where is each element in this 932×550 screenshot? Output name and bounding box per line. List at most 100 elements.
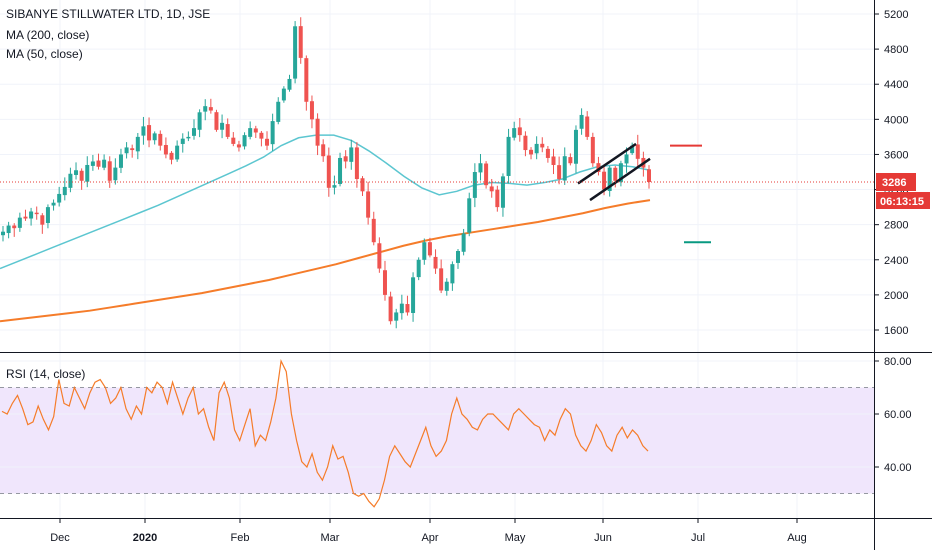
candle-body: [186, 136, 191, 139]
rsi-legend[interactable]: RSI (14, close): [6, 367, 86, 381]
time-tick-label: Apr: [421, 532, 438, 544]
rsi-tick-label: 40.00: [884, 462, 912, 474]
symbol-title: SIBANYE STILLWATER LTD, 1D, JSE: [6, 7, 211, 21]
price-tick-label: 2000: [884, 290, 908, 302]
time-tick-label: Aug: [787, 532, 807, 544]
candle-body: [512, 128, 517, 138]
candle-body: [79, 170, 84, 181]
candle-body: [630, 145, 635, 154]
candle-body: [495, 189, 500, 208]
candle-body: [57, 193, 62, 203]
candle-body: [349, 147, 354, 162]
candle-body: [208, 107, 213, 111]
candle-body: [135, 136, 140, 152]
candle-body: [253, 128, 258, 133]
candle-body: [124, 147, 129, 154]
candle-body: [624, 154, 629, 164]
candle-body: [635, 144, 640, 159]
candle-body: [433, 256, 438, 269]
candle-body: [506, 136, 511, 176]
candle-body: [366, 191, 371, 218]
candle-body: [439, 268, 444, 291]
candle-body: [225, 124, 230, 137]
candle-body: [579, 114, 584, 129]
time-tick-label: Jul: [691, 532, 705, 544]
price-tick-label: 1600: [884, 325, 908, 337]
candle-body: [118, 154, 123, 168]
candle-body: [74, 170, 79, 175]
candle-body: [394, 312, 399, 321]
candle-body: [231, 137, 236, 144]
candle-body: [321, 144, 326, 157]
candle-body: [281, 88, 286, 101]
candle-body: [338, 157, 343, 185]
price-tick-label: 4400: [884, 79, 908, 91]
rsi-tick-label: 60.00: [884, 409, 912, 421]
candle-body: [500, 176, 505, 208]
candle-body: [377, 243, 382, 269]
candle-body: [248, 128, 253, 137]
candle-body: [265, 138, 270, 146]
candle-body: [163, 145, 168, 155]
candle-body: [489, 186, 494, 192]
candle-body: [613, 167, 618, 181]
ma200-legend[interactable]: MA (200, close): [6, 28, 90, 42]
rsi-line: [1, 358, 649, 508]
time-tick-label: Dec: [50, 532, 70, 544]
candle-body: [214, 112, 219, 130]
candle-body: [382, 270, 387, 295]
time-tick-label: Feb: [231, 532, 250, 544]
candle-body: [203, 106, 208, 112]
candle-body: [293, 26, 298, 79]
candle-body: [343, 156, 348, 162]
time-tick-label: Jun: [594, 532, 612, 544]
candle-body: [523, 135, 528, 151]
candle-body: [484, 163, 489, 186]
price-tick-label: 4000: [884, 114, 908, 126]
candle-body: [326, 155, 331, 188]
price-tick-label: 4800: [884, 44, 908, 56]
candle-body: [1, 231, 5, 236]
candle-body: [107, 161, 112, 181]
candle-body: [298, 26, 303, 58]
candle-body: [12, 225, 17, 229]
candle-body: [29, 211, 34, 219]
candle-body: [276, 101, 281, 122]
countdown-label: 06:13:15: [880, 196, 924, 208]
candle-body: [371, 218, 376, 243]
candle-body: [545, 148, 550, 158]
candle-body: [354, 147, 359, 180]
candle-body: [411, 277, 416, 313]
candle-body: [360, 178, 365, 192]
candle-body: [427, 242, 432, 256]
candle-body: [467, 198, 472, 233]
candle-body: [444, 281, 449, 291]
candle-body: [562, 156, 567, 181]
candle-body: [461, 233, 466, 252]
candle-body: [456, 251, 461, 263]
candle-body: [85, 164, 90, 182]
candle-body: [152, 133, 157, 141]
price-tick-label: 3600: [884, 149, 908, 161]
time-tick-label: Mar: [321, 532, 340, 544]
candle-body: [399, 303, 404, 314]
candle-body: [405, 304, 410, 313]
candle-body: [573, 129, 578, 164]
candle-body: [197, 112, 202, 130]
channel-lower-line: [589, 157, 651, 202]
candle-body: [647, 169, 651, 183]
candle-body: [450, 264, 455, 284]
last-price-badge: [876, 173, 916, 192]
candle-body: [534, 143, 539, 154]
candle-body: [332, 185, 337, 188]
candle-body: [309, 101, 314, 120]
candle-body: [169, 152, 174, 160]
candle-body: [416, 259, 421, 278]
candle-body: [388, 296, 393, 322]
candle-body: [472, 172, 477, 198]
candle-body: [62, 186, 67, 196]
candle-body: [68, 173, 73, 188]
ma50-legend[interactable]: MA (50, close): [6, 47, 83, 61]
